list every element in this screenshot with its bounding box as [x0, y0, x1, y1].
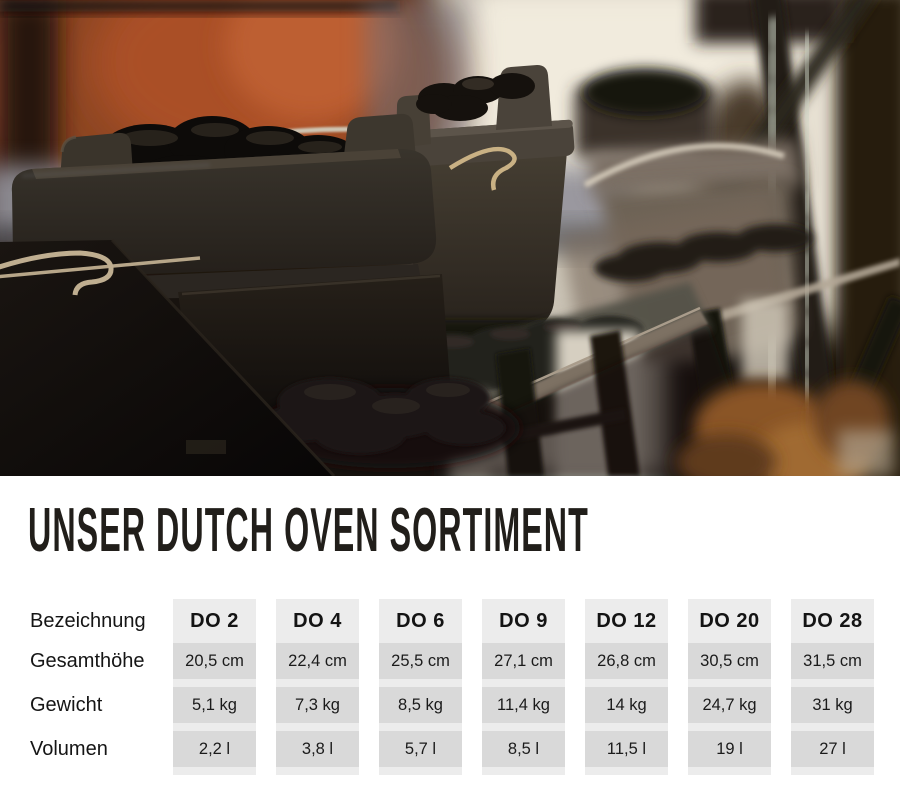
- row-label-gesamthoehe: Gesamthöhe: [30, 649, 145, 672]
- volume-value: 11,5 l: [585, 731, 668, 767]
- height-value: 30,5 cm: [688, 643, 771, 679]
- spec-column-do12: DO 12 26,8 cm 14 kg 11,5 l: [585, 599, 668, 775]
- section-title: UNSER DUTCH OVEN SORTIMENT: [28, 496, 589, 565]
- height-value: 25,5 cm: [379, 643, 462, 679]
- product-photo: [0, 0, 900, 476]
- spec-column-do2: DO 2 20,5 cm 5,1 kg 2,2 l: [173, 599, 256, 775]
- column-header: DO 20: [699, 609, 760, 632]
- spec-column-do4: DO 4 22,4 cm 7,3 kg 3,8 l: [276, 599, 359, 775]
- weight-value: 11,4 kg: [482, 687, 565, 723]
- spec-column-do20: DO 20 30,5 cm 24,7 kg 19 l: [688, 599, 771, 775]
- brass-hook: [448, 146, 517, 191]
- weight-value: 7,3 kg: [276, 687, 359, 723]
- volume-value: 3,8 l: [276, 731, 359, 767]
- weight-value: 8,5 kg: [379, 687, 462, 723]
- briquettes-under-pot: [260, 378, 520, 468]
- height-value: 31,5 cm: [791, 643, 874, 679]
- spec-column-do9: DO 9 27,1 cm 11,4 kg 8,5 l: [482, 599, 565, 775]
- dutch-oven-photo-illustration: [0, 0, 900, 476]
- row-label-bezeichnung: Bezeichnung: [30, 609, 146, 632]
- weight-value: 5,1 kg: [173, 687, 256, 723]
- weight-value: 31 kg: [791, 687, 874, 723]
- column-header: DO 9: [499, 609, 548, 632]
- height-value: 27,1 cm: [482, 643, 565, 679]
- volume-value: 5,7 l: [379, 731, 462, 767]
- volume-value: 19 l: [688, 731, 771, 767]
- briquettes-on-far-table: [594, 224, 813, 282]
- height-value: 26,8 cm: [585, 643, 668, 679]
- weight-value: 24,7 kg: [688, 687, 771, 723]
- column-header: DO 4: [293, 609, 342, 632]
- spec-columns: DO 2 20,5 cm 5,1 kg 2,2 l DO 4 22,4 cm 7…: [173, 599, 874, 775]
- height-value: 20,5 cm: [173, 643, 256, 679]
- height-value: 22,4 cm: [276, 643, 359, 679]
- column-header: DO 6: [396, 609, 445, 632]
- volume-value: 27 l: [791, 731, 874, 767]
- spec-column-do6: DO 6 25,5 cm 8,5 kg 5,7 l: [379, 599, 462, 775]
- firewood: [676, 380, 894, 476]
- row-label-volumen: Volumen: [30, 737, 108, 760]
- column-header: DO 28: [802, 609, 863, 632]
- spec-column-do28: DO 28 31,5 cm 31 kg 27 l: [791, 599, 874, 775]
- dark-front-panel: [0, 238, 336, 476]
- row-labels: Bezeichnung Gesamthöhe Gewicht Volumen: [0, 599, 173, 775]
- spiral-handle: [0, 250, 201, 296]
- weight-value: 14 kg: [585, 687, 668, 723]
- column-header: DO 12: [596, 609, 657, 632]
- volume-value: 8,5 l: [482, 731, 565, 767]
- row-label-gewicht: Gewicht: [30, 693, 103, 716]
- column-header: DO 2: [190, 609, 239, 632]
- volume-value: 2,2 l: [173, 731, 256, 767]
- briquettes-on-center-lid: [416, 73, 535, 121]
- spec-table: Bezeichnung Gesamthöhe Gewicht Volumen D…: [0, 599, 900, 775]
